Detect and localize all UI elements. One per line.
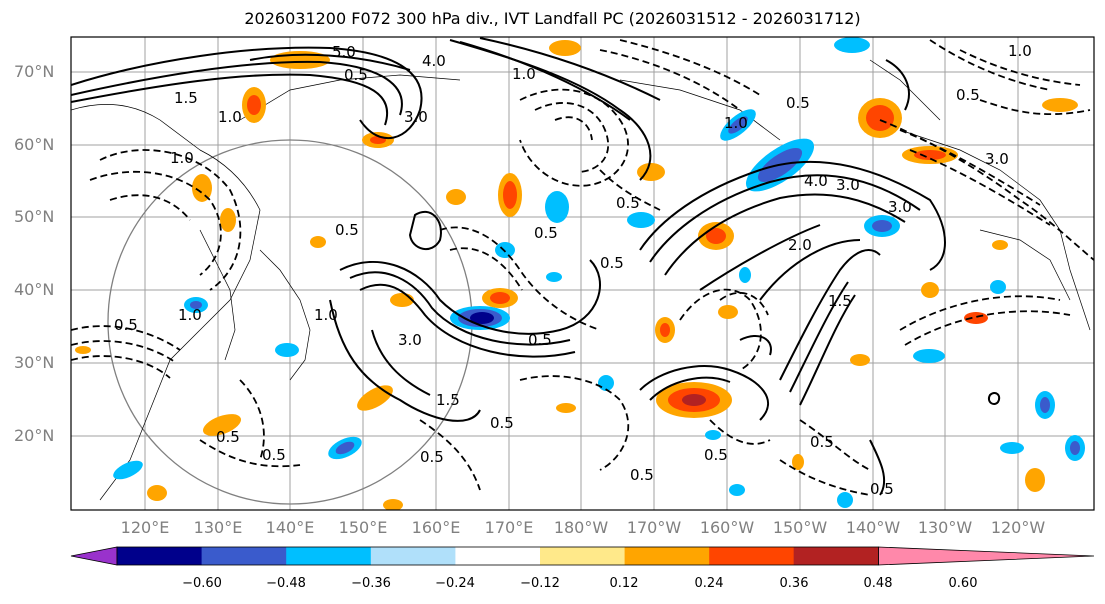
colorbar-tick: 0.24 [694,576,724,591]
contour-label: 0.5 [335,221,359,239]
lon-label-130e: 130°E [193,518,243,537]
contour-label: 0.5 [810,433,834,451]
contour-label: 0.5 [630,466,654,484]
colorbar-tick: −0.36 [351,576,391,591]
lon-label-120w: 120°W [990,518,1046,537]
contour-label: 0.5 [786,94,810,112]
contour-label: 0.5 [534,224,558,242]
contour-label: 0.5 [528,331,552,349]
lon-label-160w: 160°W [699,518,755,537]
lat-label-70n: 70°N [14,62,55,81]
contour-label: 0.5 [262,446,286,464]
contour-label: 1.5 [828,292,852,310]
colorbar-segment [201,547,287,565]
colorbar-tick: 0.48 [863,576,893,591]
contour-label: 1.0 [724,114,748,132]
colorbar-segment [455,547,541,565]
contour-label: 0.5 [420,448,444,466]
lon-label-130w: 130°W [917,518,973,537]
colorbar-segment [117,547,203,565]
lat-label-50n: 50°N [14,207,55,226]
lon-label-150e: 150°E [338,518,388,537]
colorbar-tick: −0.24 [435,576,475,591]
colorbar-extend-max [878,546,1095,566]
colorbar-tick: 0.12 [609,576,639,591]
lat-label-40n: 40°N [14,280,55,299]
lon-label-160e: 160°E [411,518,461,537]
colorbar-tick: −0.60 [182,576,222,591]
contour-label: 1.5 [436,391,460,409]
map-title: 2026031200 F072 300 hPa div., IVT Landfa… [244,9,861,28]
contour-label: 0.5 [114,316,138,334]
map-frame [70,36,1095,511]
contour-label: 0.5 [490,414,514,432]
lon-label-140w: 140°W [845,518,901,537]
colorbar-segment [709,547,795,565]
contour-label: 1.0 [218,108,242,126]
contour-label: 4.0 [804,172,828,190]
contour-label: 1.5 [174,89,198,107]
shading-negative [113,37,1085,508]
contour-labels: 5.0 0.5 4.0 1.0 1.5 1.0 3.0 1.0 0.5 3.0 … [114,42,1032,498]
lon-label-150w: 150°W [772,518,828,537]
contour-label: 0.5 [216,428,240,446]
lon-label-170w: 170°W [626,518,682,537]
contour-label: 0.5 [600,254,624,272]
contour-label: 0.5 [870,480,894,498]
contour-label: 3.0 [888,198,912,216]
lat-label-60n: 60°N [14,135,55,154]
colorbar-segment [370,547,456,565]
contour-label: 1.0 [1008,42,1032,60]
lon-label-170e: 170°E [484,518,534,537]
lon-label-180w: 180°W [553,518,609,537]
colorbar-outline [116,546,879,566]
contour-label: 3.0 [836,176,860,194]
lat-label-30n: 30°N [14,353,55,372]
lon-label-120e: 120°E [120,518,170,537]
colorbar-extend-min [70,546,118,566]
contours-solid [71,37,1001,496]
contour-label: 0.5 [616,194,640,212]
contour-label: 1.0 [314,306,338,324]
colorbar-tick: 0.60 [948,576,978,591]
lon-label-140e: 140°E [265,518,315,537]
colorbar-tick: −0.12 [520,576,560,591]
contour-label: 0.5 [704,446,728,464]
colorbar-tick: −0.48 [266,576,306,591]
colorbar [70,546,1095,566]
coastlines [71,59,1091,501]
contour-label: 1.0 [178,306,202,324]
lat-label-20n: 20°N [14,426,55,445]
contour-label: 1.0 [512,65,536,83]
contour-label: 4.0 [422,52,446,70]
contour-label: 3.0 [398,331,422,349]
contour-label: 5.0 [332,43,356,61]
colorbar-segment [540,547,626,565]
contour-label: 3.0 [404,108,428,126]
contours-dashed [71,39,1094,496]
colorbar-segment [624,547,710,565]
contour-label: 3.0 [985,150,1009,168]
contour-label: 1.0 [170,149,194,167]
contour-label: 0.5 [956,86,980,104]
contour-label: 0.5 [344,66,368,84]
colorbar-segment [286,547,372,565]
colorbar-tick: 0.36 [779,576,809,591]
contour-label: 2.0 [788,236,812,254]
colorbar-segment [793,547,879,565]
